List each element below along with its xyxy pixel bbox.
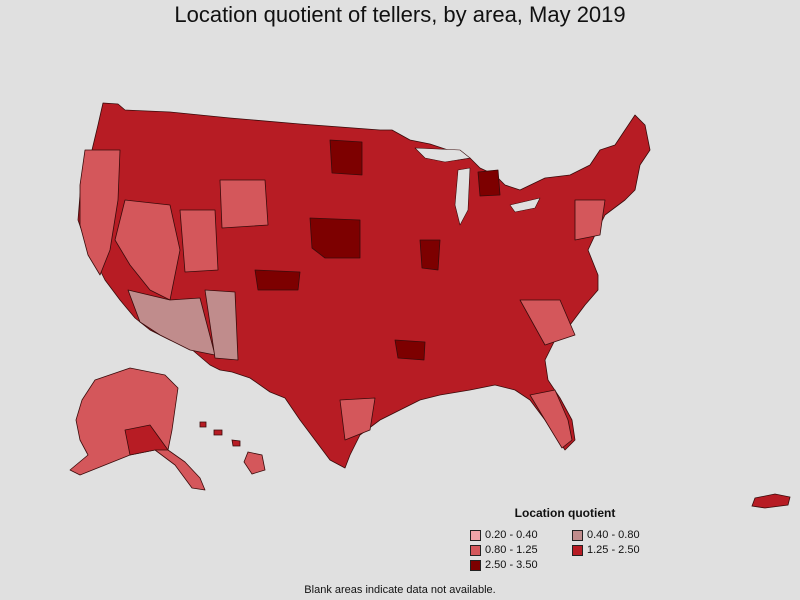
- illinois-high: [419, 239, 441, 271]
- alaska: [69, 367, 206, 491]
- lake-superior: [414, 147, 471, 163]
- legend-item-1: 0.40 - 0.80: [572, 528, 672, 542]
- legend-item-2: 0.80 - 1.25: [470, 543, 572, 557]
- puerto-rico: [751, 493, 791, 509]
- hawaii-maui: [231, 439, 241, 447]
- hawaii: [199, 421, 266, 475]
- texas-coast-patch: [339, 397, 376, 441]
- wyoming-region: [219, 179, 269, 229]
- legend-label: 0.40 - 0.80: [587, 529, 640, 541]
- michigan-high: [477, 169, 501, 197]
- legend-item-4: 2.50 - 3.50: [470, 558, 572, 572]
- nevada-region: [114, 199, 181, 301]
- legend-swatch: [572, 544, 583, 556]
- northeast-patch: [574, 199, 606, 241]
- hawaii-kauai: [199, 421, 207, 428]
- contiguous-us: [77, 102, 651, 469]
- florida-region: [529, 389, 573, 449]
- legend-label: 2.50 - 3.50: [485, 559, 538, 571]
- legend-swatch: [470, 529, 481, 541]
- legend-item-3: 1.25 - 2.50: [572, 543, 672, 557]
- colorado-high: [254, 269, 301, 291]
- north-dakota-high: [329, 139, 363, 176]
- lake-michigan: [454, 167, 471, 226]
- legend-swatch: [572, 529, 583, 541]
- hawaii-oahu: [213, 429, 223, 436]
- hawaii-big-island: [243, 451, 266, 475]
- arkansas-high: [394, 339, 426, 361]
- footnote: Blank areas indicate data not available.: [304, 584, 496, 596]
- new-mexico-region: [204, 289, 239, 361]
- pacific-coast-region: [79, 149, 121, 276]
- alaska-south-patch: [124, 424, 169, 456]
- southeast-patch: [519, 299, 576, 346]
- legend-title: Location quotient: [514, 506, 616, 520]
- legend-swatch: [470, 559, 481, 571]
- arizona-region: [127, 289, 216, 356]
- map-title: Location quotient of tellers, by area, M…: [174, 2, 626, 27]
- legend-label: 1.25 - 2.50: [587, 544, 640, 556]
- legend-label: 0.80 - 1.25: [485, 544, 538, 556]
- legend-swatch: [470, 544, 481, 556]
- utah-region: [179, 209, 219, 273]
- legend-label: 0.20 - 0.40: [485, 529, 538, 541]
- nebraska-high: [309, 217, 361, 259]
- legend: Location quotient 0.20 - 0.40 0.40 - 0.8…: [470, 506, 670, 572]
- lake-erie: [509, 197, 541, 213]
- legend-item-0: 0.20 - 0.40: [470, 528, 572, 542]
